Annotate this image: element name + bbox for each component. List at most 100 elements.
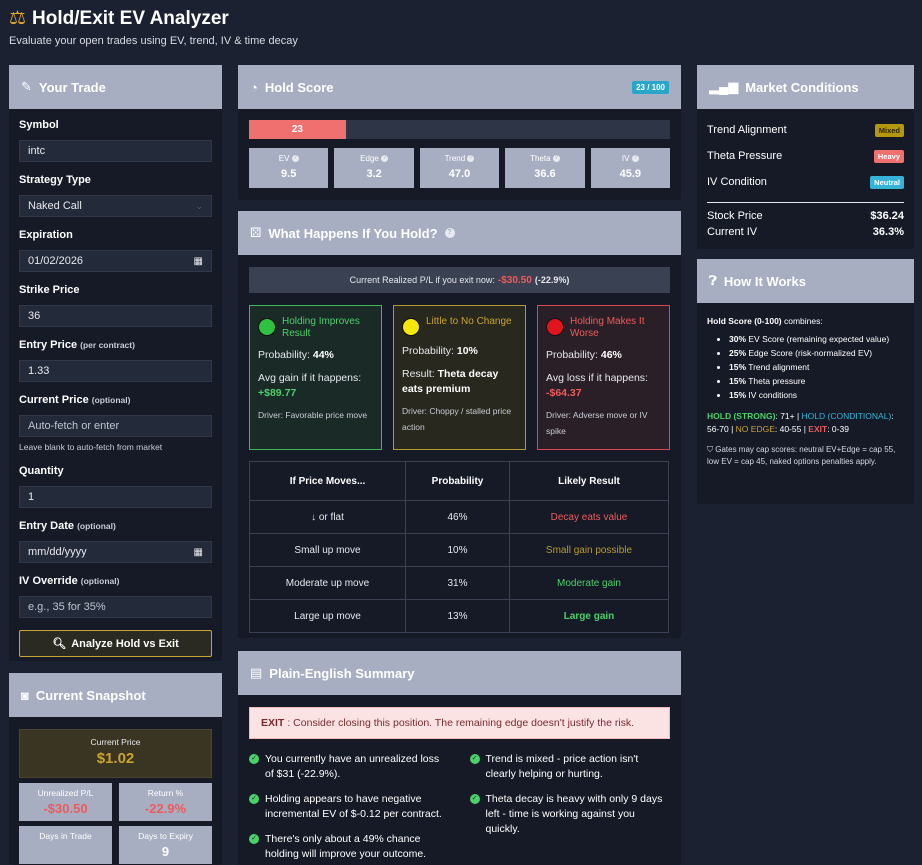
metric-theta: Theta ? 36.6 — [505, 148, 585, 188]
chevron-down-icon: ⌄ — [195, 200, 203, 211]
weight-text: IV conditions — [746, 390, 798, 400]
how-it-works-card: ❓︎ How It Works Hold Score (0-100) combi… — [697, 259, 914, 504]
dice-icon: ⚄ — [250, 225, 262, 240]
weight-pct: 25% — [729, 348, 747, 358]
hold-strong-range: : 71+ | — [775, 411, 802, 421]
exit-recommendation: EXIT: Consider closing this position. Th… — [249, 707, 670, 739]
no-edge-range: : 40-55 | — [774, 424, 809, 434]
check-circle-icon: ✓ — [469, 794, 480, 804]
book-reader-icon: ▤ — [250, 665, 263, 680]
table-header: Likely Result — [509, 461, 669, 501]
calendar-icon[interactable]: ▦ — [193, 546, 203, 558]
iv-override-input[interactable]: e.g., 35 for 35% — [19, 596, 212, 618]
stock-price-row: Stock Price $36.24 — [707, 208, 904, 224]
snapshot-title: Current Snapshot — [35, 687, 146, 703]
metric-ev-value: 9.5 — [281, 168, 297, 180]
days-in-trade-label: Days in Trade — [39, 831, 92, 841]
what-happens-title: What Happens If You Hold? — [268, 225, 438, 241]
outcome-worse-driver: Driver: Adverse move or IV spike — [546, 410, 648, 436]
list-item: 15% IV conditions — [729, 389, 904, 402]
iv-condition-label: IV Condition — [707, 176, 767, 188]
app-title-text: Hold/Exit EV Analyzer — [32, 7, 229, 29]
info-icon[interactable]: ? — [552, 155, 560, 163]
expiration-input[interactable]: 01/02/2026 ▦ — [19, 250, 212, 272]
move-cell: Moderate up move — [249, 566, 406, 600]
realized-pl-pct: (-22.9%) — [534, 275, 570, 285]
quantity-label: Quantity — [19, 465, 64, 477]
weight-pct: 30% — [729, 334, 747, 344]
current-price-value: $1.02 — [96, 750, 135, 767]
symbol-input[interactable]: intc — [19, 140, 212, 162]
theta-pressure-label: Theta Pressure — [707, 150, 783, 162]
info-icon[interactable]: ? — [444, 228, 455, 238]
strike-input[interactable]: 36 — [19, 305, 212, 327]
calendar-icon[interactable]: ▦ — [193, 255, 203, 267]
entry-date-input[interactable]: mm/dd/yyyy ▦ — [19, 541, 212, 563]
outcome-no-change-result: Result: Theta decay eats premium — [402, 367, 517, 397]
entry-date-label-text: Entry Date — [19, 520, 75, 532]
metric-iv: IV ? 45.9 — [590, 148, 671, 188]
app-title: ⚖ Hold/Exit EV Analyzer — [9, 7, 298, 30]
outcome-improves-driver: Driver: Favorable price move — [258, 410, 368, 420]
metric-iv-value: 45.9 — [619, 168, 642, 180]
edit-icon: ✎ — [21, 79, 32, 94]
outcome-improves-probability: Probability: 44% — [258, 348, 373, 363]
table-row: ↓ or flat 46% Decay eats value — [249, 500, 669, 534]
metric-edge: Edge ? 3.2 — [334, 148, 414, 188]
move-cell: Small up move — [249, 533, 406, 567]
info-icon[interactable]: ? — [631, 155, 639, 163]
entry-price-input[interactable]: 1.33 — [19, 360, 212, 382]
snapshot-header: ◙ Current Snapshot — [9, 673, 222, 717]
result-value: Theta decay eats premium — [402, 368, 499, 395]
trade-form: Symbol intc Strategy Type Naked Call ⌄ Ex… — [9, 109, 222, 667]
quantity-input[interactable]: 1 — [19, 486, 212, 508]
info-icon[interactable]: ? — [467, 155, 475, 163]
weight-text: Trend alignment — [746, 362, 810, 372]
table-header-row: If Price Moves... Probability Likely Res… — [249, 461, 669, 501]
how-intro-bold: Hold Score (0-100) — [707, 316, 782, 326]
expiration-label: Expiration — [19, 229, 73, 241]
weight-pct: 15% — [729, 362, 747, 372]
iv-override-label-text: IV Override — [19, 575, 78, 587]
what-happens-header: ⚄ What Happens If You Hold? ? — [238, 211, 681, 255]
outcome-no-change-driver: Driver: Choppy / stalled price action — [402, 406, 512, 432]
info-icon[interactable]: ? — [291, 155, 299, 163]
trend-alignment-row: Trend Alignment Mixed — [707, 117, 904, 143]
metric-trend-label: Trend — [444, 154, 466, 163]
outcome-no-change-probability: Probability: 10% — [402, 344, 517, 359]
strategy-label: Strategy Type — [19, 174, 91, 186]
market-header: ▂▄▆ Market Conditions — [697, 65, 914, 109]
prob-value: 10% — [456, 345, 478, 357]
info-icon[interactable]: ? — [381, 155, 389, 163]
list-item-text: Holding appears to have negative increme… — [265, 793, 442, 820]
current-price-help: Leave blank to auto-fetch from market — [19, 442, 163, 452]
strategy-select[interactable]: Naked Call ⌄ — [19, 195, 212, 217]
list-item: ✓ You currently have an unrealized loss o… — [249, 752, 450, 782]
prob-cell: 13% — [405, 599, 510, 633]
weight-text: Edge Score (risk-normalized EV) — [746, 348, 873, 358]
hold-conditional-label: HOLD (CONDITIONAL) — [801, 411, 892, 421]
gates-text: Gates may cap scores: neutral EV+Edge = … — [707, 445, 896, 466]
current-price-input[interactable]: Auto-fetch or enter — [19, 415, 212, 437]
exit-label: EXIT — [261, 717, 285, 729]
score-metrics: EV ? 9.5 Edge ? 3.2 Trend ? 47.0 Theta ? 36.… — [249, 148, 671, 188]
avg-gain-label: Avg gain if it happens: — [258, 372, 362, 384]
divider — [707, 202, 904, 203]
app-header: ⚖ Hold/Exit EV Analyzer Evaluate your op… — [9, 7, 298, 48]
hold-strong-label: HOLD (STRONG) — [707, 411, 776, 421]
signal-bars-icon: ▂▄▆ — [709, 79, 739, 94]
what-happens-card: ⚄ What Happens If You Hold? ? Current Re… — [238, 211, 681, 638]
result-cell: Small gain possible — [509, 533, 669, 567]
metric-theta-label: Theta — [530, 154, 551, 163]
avg-loss-label: Avg loss if it happens: — [546, 372, 648, 384]
current-price-label-text: Current Price — [19, 394, 89, 406]
market-conditions-card: ▂▄▆ Market Conditions Trend Alignment Mix… — [697, 65, 914, 249]
prob-value: 46% — [600, 349, 622, 361]
weights-list: 30% EV Score (remaining expected value) … — [729, 333, 904, 402]
entry-price-label-text: Entry Price — [19, 339, 78, 351]
analyze-button[interactable]: 🔍︎ Analyze Hold vs Exit — [19, 630, 212, 657]
snapshot-current-price: Current Price $1.02 — [19, 729, 212, 778]
iv-override-placeholder: e.g., 35 for 35% — [28, 601, 106, 613]
outcome-improves-title: Holding Improves Result — [282, 316, 360, 339]
theta-pressure-badge: Heavy — [873, 149, 904, 163]
